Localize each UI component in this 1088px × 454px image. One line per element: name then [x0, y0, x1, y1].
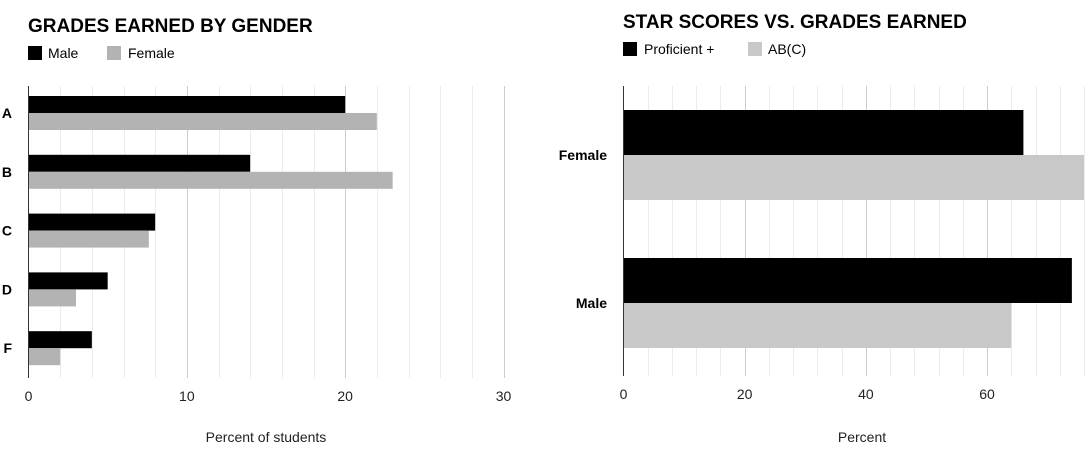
bars — [28, 96, 393, 366]
x-tick-label: 20 — [737, 386, 753, 402]
legend-swatch-proficient — [623, 42, 637, 56]
bar-male-f — [28, 331, 92, 349]
x-tick-label: 10 — [179, 388, 195, 404]
chart-title: STAR SCORES VS. GRADES EARNED — [623, 12, 967, 33]
x-axis-title: Percent of students — [206, 429, 327, 445]
category-label: Female — [559, 147, 607, 163]
chart-star-scores: STAR SCORES VS. GRADES EARNED Proficient… — [559, 12, 1085, 445]
category-label: A — [2, 105, 12, 121]
legend-label-female: Female — [128, 45, 175, 61]
bar-male-b — [28, 154, 251, 172]
legend: Proficient + AB(C) — [623, 41, 806, 57]
category-label: Male — [576, 295, 607, 311]
category-label: C — [2, 223, 12, 239]
category-label: B — [2, 164, 12, 180]
grid — [60, 86, 505, 378]
category-labels: A B C D F — [2, 105, 13, 356]
bar-proficient--male — [623, 258, 1072, 303]
category-label: F — [3, 340, 12, 356]
chart-title: GRADES EARNED BY GENDER — [28, 16, 313, 37]
legend: Male Female — [28, 45, 175, 61]
x-axis-title: Percent — [838, 429, 886, 445]
bar-ab-c--female — [623, 155, 1084, 200]
legend-swatch-abc — [748, 42, 762, 56]
legend-label-proficient: Proficient + — [644, 41, 714, 57]
bar-male-d — [28, 272, 108, 290]
bar-female-a — [28, 113, 377, 130]
x-tick-label: 40 — [858, 386, 874, 402]
x-tick-label: 60 — [979, 386, 995, 402]
category-labels: Female Male — [559, 147, 607, 311]
bar-female-c — [28, 230, 149, 248]
bar-male-a — [28, 96, 346, 113]
category-label: D — [2, 281, 12, 297]
chart-grades-by-gender: GRADES EARNED BY GENDER Male Female A B C D… — [2, 16, 512, 445]
x-tick-label: 0 — [620, 386, 628, 402]
legend-swatch-female — [107, 46, 121, 60]
bar-male-c — [28, 213, 156, 231]
x-tick-label: 30 — [496, 388, 512, 404]
bars — [623, 110, 1084, 348]
legend-label-male: Male — [48, 45, 79, 61]
bar-proficient--female — [623, 110, 1024, 155]
x-tick-label: 0 — [25, 388, 33, 404]
tick-labels: 0 20 40 60 — [620, 386, 995, 402]
x-tick-label: 20 — [337, 388, 353, 404]
legend-swatch-male — [28, 46, 42, 60]
tick-labels: 0 10 20 30 — [25, 388, 512, 404]
bar-female-f — [28, 348, 61, 366]
legend-label-abc: AB(C) — [768, 41, 806, 57]
bar-female-b — [28, 171, 393, 189]
bar-female-d — [28, 289, 76, 307]
bar-ab-c--male — [623, 303, 1012, 348]
